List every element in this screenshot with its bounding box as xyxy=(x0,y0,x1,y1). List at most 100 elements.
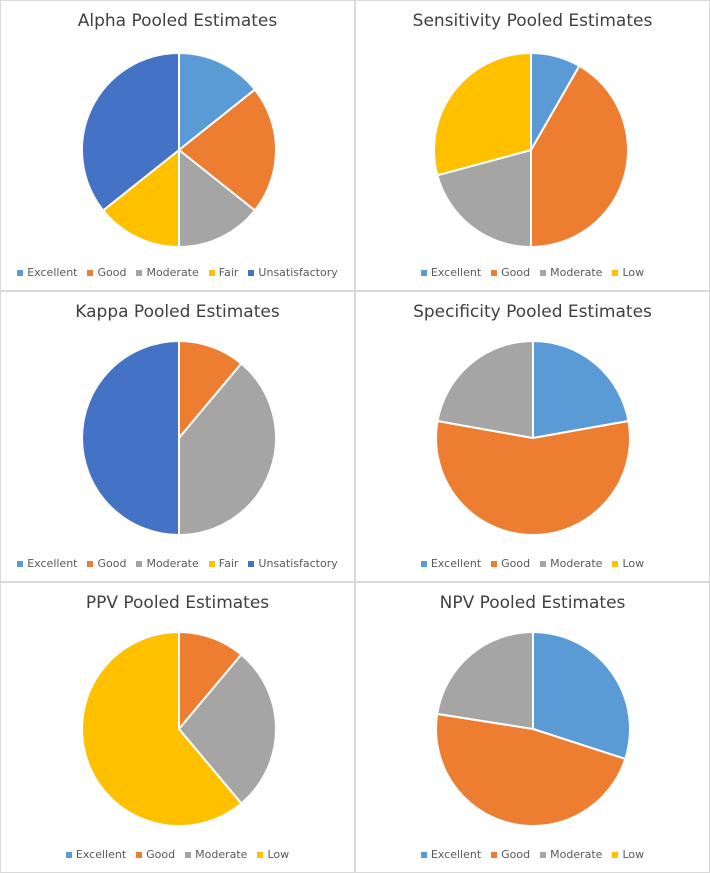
sensitivity-legend: Excellent Good Moderate Low xyxy=(356,266,709,279)
legend-item-good: Good xyxy=(136,848,175,861)
sensitivity-pie-chart-panel: Sensitivity Pooled Estimates Excellent Goo… xyxy=(355,0,710,291)
legend-label: Excellent xyxy=(75,848,127,861)
legend-swatch-good xyxy=(87,269,94,276)
specificity-legend: Excellent Good Moderate Low xyxy=(356,557,709,570)
npv-chart-title: NPV Pooled Estimates xyxy=(439,593,626,613)
legend-swatch-excellent xyxy=(420,269,427,276)
alpha-slice-fair xyxy=(102,149,180,248)
legend-swatch-excellent xyxy=(420,560,427,567)
ppv-pie xyxy=(81,631,277,827)
legend-swatch-good xyxy=(491,560,498,567)
legend-item-good: Good xyxy=(87,266,126,279)
legend-item-moderate: Moderate xyxy=(540,557,602,570)
legend-label: Low xyxy=(267,848,290,861)
legend-swatch-excellent xyxy=(420,851,427,858)
kappa-slice-moderate xyxy=(178,362,277,536)
kappa-legend: Excellent Good Moderate Fair Unsatisfactory xyxy=(1,557,354,570)
legend-label: Good xyxy=(501,266,531,279)
legend-swatch-moderate xyxy=(136,269,143,276)
specificity-slice-moderate xyxy=(436,340,534,439)
legend-label: Excellent xyxy=(27,266,78,279)
legend-item-excellent: Excellent xyxy=(65,848,127,861)
legend-item-unsatisfactory: Unsatisfactory xyxy=(248,557,338,570)
legend-label: Moderate xyxy=(550,848,603,861)
ppv-legend: Excellent Good Moderate Low xyxy=(1,848,354,861)
legend-swatch-low xyxy=(612,560,619,567)
legend-label: Excellent xyxy=(430,557,482,570)
npv-legend: Excellent Good Moderate Low xyxy=(356,848,709,861)
legend-item-unsatisfactory: Unsatisfactory xyxy=(248,266,338,279)
alpha-slice-unsatisfactory xyxy=(81,52,180,212)
legend-item-low: Low xyxy=(257,848,289,861)
legend-label: Moderate xyxy=(550,266,603,279)
sensitivity-slice-low xyxy=(433,52,532,177)
kappa-slice-good xyxy=(178,340,243,439)
legend-swatch-excellent xyxy=(65,851,72,858)
kappa-slice-unsatisfactory xyxy=(81,340,180,536)
npv-slice-good xyxy=(435,712,627,827)
legend-label: Unsatisfactory xyxy=(258,557,338,570)
legend-item-moderate: Moderate xyxy=(136,266,199,279)
legend-item-good: Good xyxy=(491,848,530,861)
ppv-slice-moderate xyxy=(178,653,277,805)
legend-label: Low xyxy=(622,557,645,570)
legend-swatch-low xyxy=(612,269,619,276)
legend-swatch-moderate xyxy=(540,851,547,858)
legend-swatch-fair xyxy=(208,560,215,567)
legend-swatch-low xyxy=(257,851,264,858)
legend-swatch-moderate xyxy=(136,560,143,567)
legend-item-fair: Fair xyxy=(208,557,239,570)
legend-item-excellent: Excellent xyxy=(17,557,77,570)
legend-item-excellent: Excellent xyxy=(420,266,482,279)
specificity-slice-excellent xyxy=(532,340,630,439)
alpha-slice-good xyxy=(178,88,277,212)
legend-label: Fair xyxy=(218,557,239,570)
legend-swatch-excellent xyxy=(17,269,24,276)
sensitivity-slice-good xyxy=(530,64,629,248)
legend-label: Fair xyxy=(218,266,239,279)
ppv-chart-title: PPV Pooled Estimates xyxy=(85,593,270,613)
legend-item-moderate: Moderate xyxy=(136,557,199,570)
legend-item-low: Low xyxy=(612,848,644,861)
specificity-pie-chart-panel: Specificity Pooled Estimates Excellent Goo… xyxy=(355,291,710,582)
legend-label: Good xyxy=(501,557,531,570)
sensitivity-pie xyxy=(433,52,629,248)
legend-item-excellent: Excellent xyxy=(17,266,77,279)
legend-item-moderate: Moderate xyxy=(540,848,602,861)
legend-label: Low xyxy=(622,848,645,861)
legend-item-good: Good xyxy=(491,557,530,570)
legend-swatch-good xyxy=(491,851,498,858)
legend-swatch-fair xyxy=(208,269,215,276)
legend-label: Moderate xyxy=(195,848,248,861)
legend-label: Excellent xyxy=(430,266,482,279)
legend-swatch-moderate xyxy=(185,851,192,858)
legend-label: Excellent xyxy=(27,557,78,570)
ppv-pie-chart-panel: PPV Pooled Estimates Excellent Good Moderat… xyxy=(0,582,355,873)
npv-slice-moderate xyxy=(436,631,534,730)
alpha-pie xyxy=(81,52,277,248)
legend-item-moderate: Moderate xyxy=(540,266,602,279)
legend-label: Moderate xyxy=(550,557,603,570)
legend-label: Good xyxy=(97,557,127,570)
sensitivity-slice-moderate xyxy=(436,149,532,248)
legend-swatch-unsatisfactory xyxy=(248,560,255,567)
legend-label: Low xyxy=(622,266,645,279)
legend-item-excellent: Excellent xyxy=(420,557,482,570)
specificity-pie xyxy=(435,340,631,536)
legend-swatch-moderate xyxy=(540,269,547,276)
specificity-slice-good xyxy=(435,420,631,536)
kappa-pie-chart-panel: Kappa Pooled Estimates Excellent Good Moder… xyxy=(0,291,355,582)
legend-item-good: Good xyxy=(491,266,530,279)
legend-label: Good xyxy=(501,848,531,861)
ppv-slice-low xyxy=(81,631,243,827)
legend-swatch-low xyxy=(612,851,619,858)
legend-swatch-good xyxy=(491,269,498,276)
kappa-chart-title: Kappa Pooled Estimates xyxy=(75,302,280,322)
legend-swatch-good xyxy=(87,560,94,567)
legend-item-low: Low xyxy=(612,557,644,570)
alpha-chart-title: Alpha Pooled Estimates xyxy=(77,11,278,31)
npv-pie xyxy=(435,631,631,827)
alpha-legend: Excellent Good Moderate Fair Unsatisfactory xyxy=(1,266,354,279)
legend-swatch-unsatisfactory xyxy=(248,269,255,276)
legend-item-low: Low xyxy=(612,266,644,279)
